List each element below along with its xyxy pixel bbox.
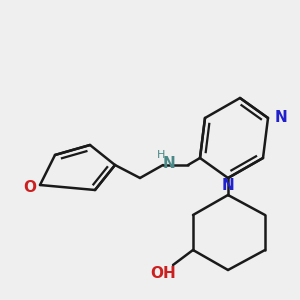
Text: OH: OH bbox=[150, 266, 176, 280]
Text: N: N bbox=[163, 155, 176, 170]
Text: O: O bbox=[23, 179, 37, 194]
Text: N: N bbox=[222, 178, 234, 193]
Text: N: N bbox=[274, 110, 287, 125]
Text: H: H bbox=[157, 150, 165, 160]
